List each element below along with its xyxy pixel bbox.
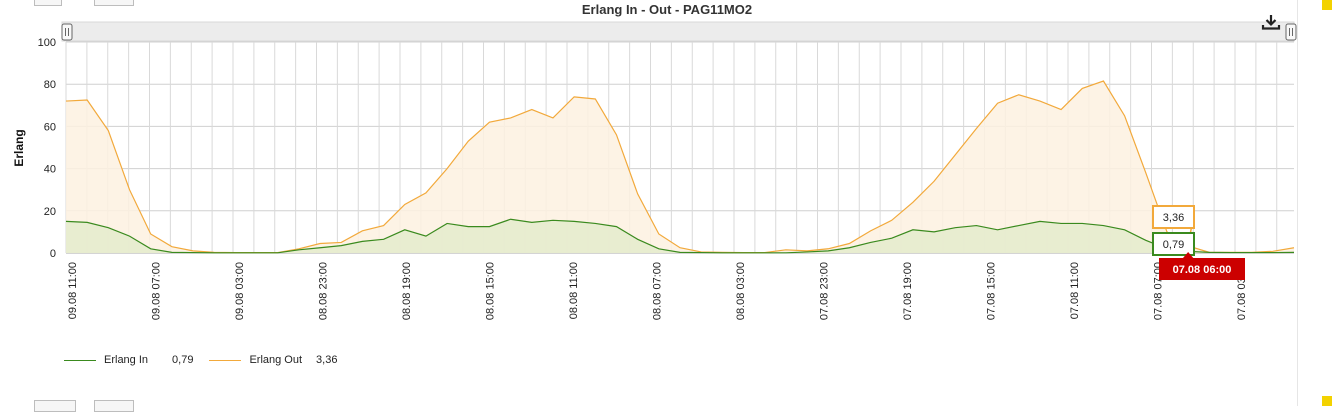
x-tick-label: 08.08 23:00 <box>318 262 330 320</box>
zoom-handle-left[interactable] <box>61 23 73 41</box>
top-control[interactable] <box>94 0 134 6</box>
chart-title: Erlang In - Out - PAG11MO2 <box>582 2 752 17</box>
tooltip-x-label-box <box>1159 258 1245 280</box>
download-icon <box>1261 15 1281 30</box>
y-tick-label: 40 <box>44 164 56 176</box>
x-tick-label: 07.08 11:00 <box>1069 262 1081 319</box>
legend-item-erlang-out[interactable]: Erlang Out 3,36 <box>209 354 337 366</box>
x-tick-label: 09.08 03:00 <box>234 262 246 320</box>
legend-value: 0,79 <box>172 354 194 366</box>
legend-swatch <box>209 359 242 361</box>
y-tick-label: 0 <box>50 248 56 260</box>
y-axis-label: Erlang <box>12 129 26 166</box>
x-tick-label: 07.08 23:00 <box>819 262 831 320</box>
y-axis-ticks: 0 20 40 60 80 100 <box>38 37 56 260</box>
zoom-bar[interactable] <box>61 21 1295 42</box>
x-tick-label: 08.08 11:00 <box>568 262 580 319</box>
tooltip-value-box <box>1152 205 1195 229</box>
side-panel <box>1297 0 1332 406</box>
tooltip-x-label: 07.08 06:00 <box>1173 264 1232 276</box>
legend-value: 3,36 <box>316 354 338 366</box>
y-tick-label: 80 <box>44 79 56 91</box>
tooltip: 3,36 0,79 07.08 06:00 <box>1152 205 1245 280</box>
legend-item-erlang-in[interactable]: Erlang In 0,79 <box>64 354 193 366</box>
tooltip-pointer <box>1182 252 1195 259</box>
erlang-chart: Erlang In - Out - PAG11MO2 Erlang 0 20 40 6… <box>12 2 1297 320</box>
legend: Erlang In 0,79 Erlang Out 3,36 <box>64 352 353 368</box>
x-axis-ticks: 09.08 11:00 09.08 07:00 09.08 03:00 08.08 2… <box>67 262 1248 320</box>
panel-marker <box>1322 396 1332 406</box>
x-tick-label: 07.08 19:00 <box>902 262 914 320</box>
series-line <box>65 218 1295 254</box>
zoom-handle-right[interactable] <box>1285 23 1297 41</box>
x-tick-label: 08.08 15:00 <box>485 262 497 320</box>
x-tick-label: 09.08 07:00 <box>151 262 163 320</box>
y-tick-label: 60 <box>44 121 56 133</box>
series-areas <box>65 80 1295 254</box>
legend-label: Erlang In <box>104 354 149 366</box>
x-tick-label: 07.08 15:00 <box>986 262 998 320</box>
x-tick-label: 08.08 19:00 <box>401 262 413 320</box>
download-button[interactable] <box>1256 11 1286 33</box>
tooltip-value-box <box>1152 232 1195 256</box>
x-tick-label: 09.08 11:00 <box>67 262 79 319</box>
top-control[interactable] <box>34 0 62 6</box>
legend-label: Erlang Out <box>249 354 303 366</box>
legend-swatch <box>64 359 96 361</box>
x-tick-label: 08.08 03:00 <box>735 262 747 320</box>
panel-marker <box>1322 0 1332 10</box>
x-tick-label: 08.08 07:00 <box>652 262 664 320</box>
y-tick-label: 20 <box>44 206 56 218</box>
series-area-fill <box>66 81 1294 253</box>
y-tick-label: 100 <box>38 37 56 49</box>
tooltip-value: 0,79 <box>1163 239 1184 251</box>
tooltip-value: 3,36 <box>1163 212 1184 224</box>
